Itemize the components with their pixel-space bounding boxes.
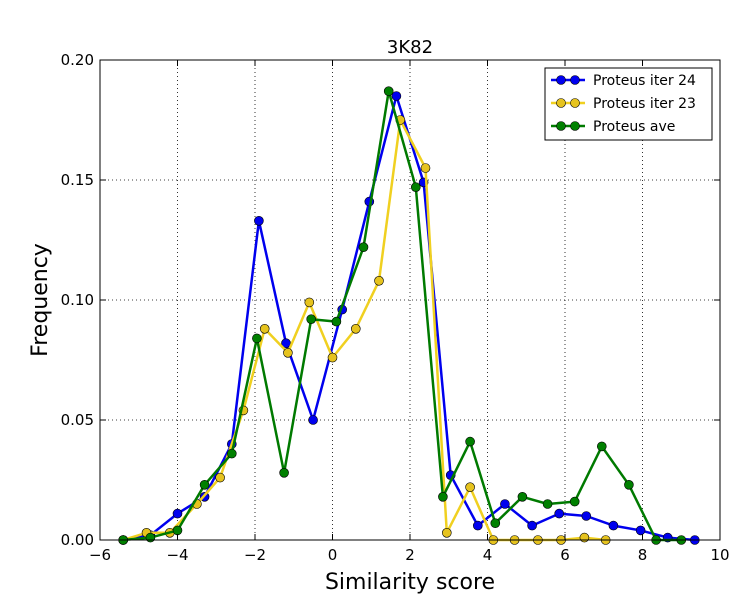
data-point	[472, 520, 483, 531]
legend: Proteus iter 24 Proteus iter 23 Proteus …	[544, 67, 713, 141]
x-tick-label: −6	[89, 546, 111, 564]
data-point	[215, 472, 225, 483]
axis-ticks	[99, 59, 721, 541]
data-point	[569, 496, 580, 507]
x-tick-label: 2	[405, 546, 415, 564]
data-point	[308, 415, 318, 425]
legend-label-1: Proteus iter 23	[593, 96, 696, 112]
data-point	[596, 441, 607, 452]
data-point	[490, 518, 501, 529]
x-tick-label: 8	[638, 546, 648, 564]
legend-marker-1	[556, 98, 566, 108]
data-point	[624, 479, 634, 490]
data-point	[304, 297, 315, 308]
legend-marker-0b	[570, 75, 580, 85]
legend-label-2: Proteus ave	[593, 119, 675, 135]
data-point	[635, 525, 646, 536]
data-point	[500, 499, 510, 509]
y-axis-label: Frequency	[28, 243, 53, 357]
data-point	[542, 499, 553, 509]
series-2	[118, 86, 687, 545]
data-point	[252, 333, 262, 344]
legend-label-0: Proteus iter 24	[593, 73, 696, 89]
data-point	[199, 479, 210, 490]
data-point	[145, 532, 156, 543]
data-point	[331, 316, 342, 327]
data-point	[383, 86, 394, 96]
data-point	[350, 323, 361, 334]
data-point	[227, 448, 237, 459]
x-tick-label: −2	[244, 546, 266, 564]
data-point	[608, 520, 619, 531]
data-point	[579, 532, 590, 543]
data-point	[327, 352, 338, 363]
data-point	[254, 216, 264, 226]
x-tick-label: 0	[328, 546, 338, 564]
legend-marker-0	[556, 75, 566, 85]
data-point	[438, 491, 448, 502]
data-point	[391, 91, 402, 101]
data-point	[527, 520, 537, 531]
y-tick-label: 0.00	[61, 531, 94, 549]
data-point	[172, 525, 183, 536]
data-point	[358, 242, 369, 252]
data-point	[554, 508, 565, 519]
data-point	[259, 323, 270, 334]
y-tick-label: 0.20	[61, 51, 94, 69]
legend-marker-1b	[570, 98, 580, 108]
series-line	[123, 89, 682, 542]
x-tick-label: 6	[560, 546, 570, 564]
data-point	[281, 338, 291, 349]
data-point	[465, 482, 475, 493]
data-point	[441, 527, 452, 538]
legend-marker-2b	[570, 121, 580, 131]
data-point	[374, 275, 384, 286]
x-tick-labels: −6 −4 −2 0 2 4 6 8 10	[89, 546, 730, 564]
data-point	[517, 491, 528, 502]
legend-entry: Proteus iter 24	[551, 73, 696, 89]
chart-title: 3K82	[387, 37, 433, 58]
data-point	[410, 182, 421, 192]
data-point	[465, 436, 475, 447]
y-tick-label: 0.10	[61, 291, 94, 309]
legend-entry: Proteus iter 23	[551, 96, 696, 112]
legend-marker-2	[556, 121, 566, 131]
y-tick-labels: 0.00 0.05 0.10 0.15 0.20	[61, 51, 94, 549]
y-tick-label: 0.05	[61, 411, 94, 429]
legend-entry: Proteus ave	[551, 119, 675, 135]
x-tick-label: 4	[483, 546, 493, 564]
data-point	[306, 314, 317, 325]
x-tick-label: −4	[166, 546, 188, 564]
x-tick-label: 10	[710, 546, 729, 564]
data-point	[420, 163, 431, 173]
data-point	[581, 511, 592, 521]
data-point	[172, 508, 183, 519]
x-axis-label: Similarity score	[325, 570, 495, 595]
data-point	[279, 467, 289, 478]
y-tick-label: 0.15	[61, 171, 94, 189]
data-point	[283, 347, 293, 358]
